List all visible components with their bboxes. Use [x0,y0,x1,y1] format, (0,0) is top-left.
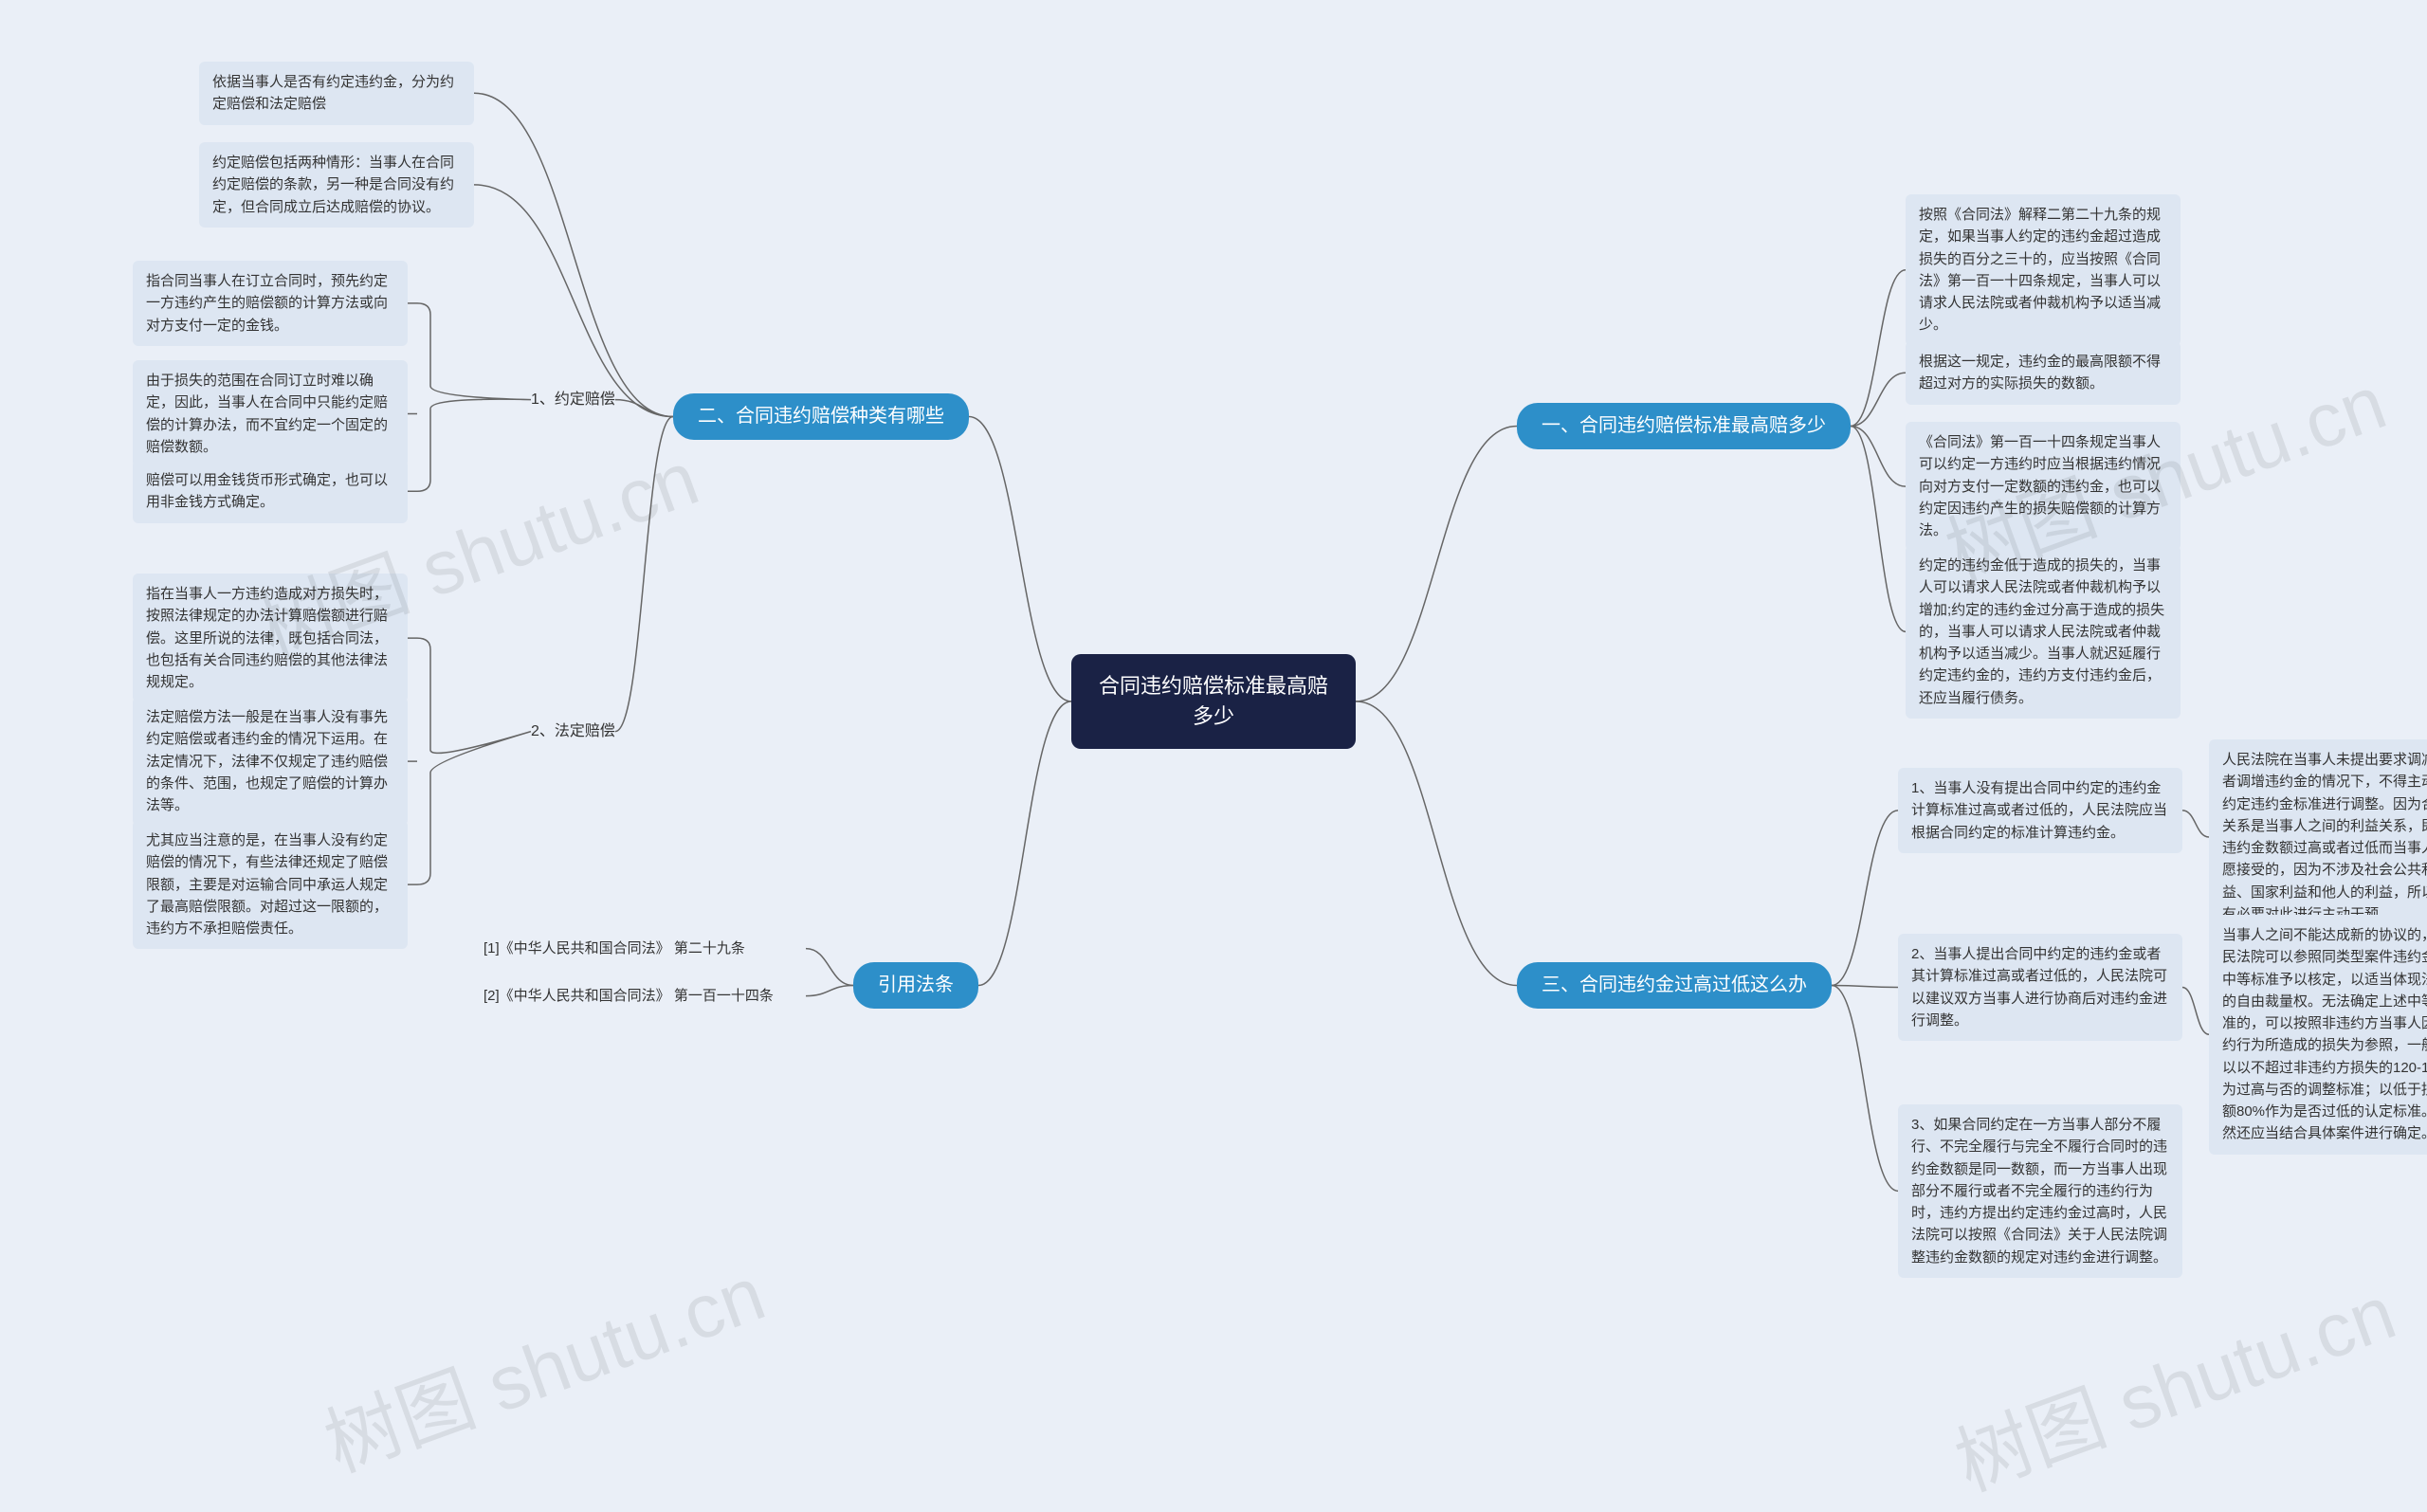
leaf-3a: 1、当事人没有提出合同中约定的违约金计算标准过高或者过低的，人民法院应当根据合同… [1898,768,2182,853]
watermark: 树图 shutu.cn [1939,1252,2408,1512]
sub-2b-label: 2、法定赔偿 [531,723,615,739]
leaf-3b-ext: 当事人之间不能达成新的协议的，人民法院可以参照同类型案件违约金的中等标准予以核定… [2209,915,2427,1155]
branch-4-label: 引用法条 [878,975,954,995]
branch-2-label: 二、合同违约赔偿种类有哪些 [698,406,944,427]
central-node: 合同违约赔偿标准最高赔多少 [1071,654,1356,749]
leaf-2a3: 赔偿可以用金钱货币形式确定，也可以用非金钱方式确定。 [133,460,408,523]
leaf-2a1: 指合同当事人在订立合同时，预先约定一方违约产生的赔偿额的计算方法或向对方支付一定… [133,261,408,346]
leaf-4a: [1]《中华人民共和国合同法》 第二十九条 [484,934,806,963]
branch-1: 一、合同违约赔偿标准最高赔多少 [1517,403,1851,449]
sub-2a-label: 1、约定赔偿 [531,392,615,408]
leaf-2-top1: 依据当事人是否有约定违约金，分为约定赔偿和法定赔偿 [199,62,474,125]
leaf-2b3: 尤其应当注意的是，在当事人没有约定赔偿的情况下，有些法律还规定了赔偿限额，主要是… [133,820,408,949]
leaf-2-top2: 约定赔偿包括两种情形：当事人在合同约定赔偿的条款，另一种是合同没有约定，但合同成… [199,142,474,228]
leaf-3c: 3、如果合同约定在一方当事人部分不履行、不完全履行与完全不履行合同时的违约金数额… [1898,1104,2182,1278]
watermark: 树图 shutu.cn [308,1233,777,1494]
branch-4: 引用法条 [853,962,978,1009]
leaf-2a2: 由于损失的范围在合同订立时难以确定，因此，当事人在合同中只能约定赔偿的计算办法，… [133,360,408,467]
branch-3-label: 三、合同违约金过高过低这么办 [1542,975,1807,995]
leaf-1a: 按照《合同法》解释二第二十九条的规定，如果当事人约定的违约金超过造成损失的百分之… [1906,194,2181,346]
leaf-3a-ext: 人民法院在当事人未提出要求调减或者调增违约金的情况下，不得主动对约定违约金标准进… [2209,739,2427,935]
sub-2b: 2、法定赔偿 [531,720,615,742]
leaf-1d: 约定的违约金低于造成的损失的，当事人可以请求人民法院或者仲裁机构予以增加;约定的… [1906,545,2181,719]
leaf-4b: [2]《中华人民共和国合同法》 第一百一十四条 [484,981,806,1011]
branch-1-label: 一、合同违约赔偿标准最高赔多少 [1542,415,1826,436]
leaf-2b2: 法定赔偿方法一般是在当事人没有事先约定赔偿或者违约金的情况下运用。在法定情况下，… [133,697,408,826]
branch-3: 三、合同违约金过高过低这么办 [1517,962,1832,1009]
leaf-1c: 《合同法》第一百一十四条规定当事人可以约定一方违约时应当根据违约情况向对方支付一… [1906,422,2181,551]
sub-2a: 1、约定赔偿 [531,389,615,410]
leaf-1b: 根据这一规定，违约金的最高限额不得超过对方的实际损失的数额。 [1906,341,2181,405]
branch-2: 二、合同违约赔偿种类有哪些 [673,393,969,440]
leaf-3b: 2、当事人提出合同中约定的违约金或者其计算标准过高或者过低的，人民法院可以建议双… [1898,934,2182,1041]
leaf-2b1: 指在当事人一方违约造成对方损失时，按照法律规定的办法计算赔偿额进行赔偿。这里所说… [133,574,408,702]
central-text: 合同违约赔偿标准最高赔多少 [1099,674,1328,728]
